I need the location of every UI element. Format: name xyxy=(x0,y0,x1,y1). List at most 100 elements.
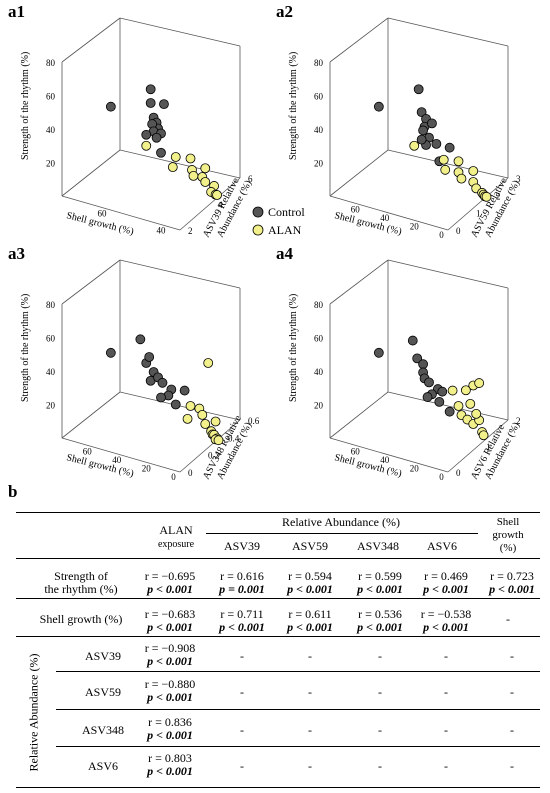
table-rule-2 xyxy=(16,636,540,637)
x-tick-label: 20 xyxy=(142,463,152,473)
panel-label-a3: a3 xyxy=(8,244,25,263)
row-ra-label: ASV348 xyxy=(81,723,124,737)
z-tick-label: 6 xyxy=(248,174,253,184)
y-tick-label: 60 xyxy=(46,92,56,102)
control-point xyxy=(412,353,423,364)
header-shell-line3: (%) xyxy=(499,542,517,554)
z-tick-label: 0.4 xyxy=(228,433,240,443)
ra-empty-cell: - xyxy=(444,685,448,699)
axis-top-back xyxy=(387,259,509,289)
alan-point xyxy=(210,416,221,427)
panel-label-b: b xyxy=(8,482,18,501)
alan-point xyxy=(447,385,458,396)
ra-empty-cell: - xyxy=(378,649,382,663)
axis-floor-right xyxy=(447,177,509,231)
control-point xyxy=(431,138,442,149)
x-tick-label: 40 xyxy=(112,455,122,465)
alan-point xyxy=(213,435,224,446)
x-tick-label: 60 xyxy=(98,209,108,219)
axis-floor-right xyxy=(179,419,241,473)
ra-empty-cell: - xyxy=(240,759,244,773)
ra-empty-cell: - xyxy=(444,759,448,773)
alan-point xyxy=(200,177,211,187)
ra-empty-cell: - xyxy=(240,685,244,699)
header-alan: ALAN exposure xyxy=(136,524,216,551)
alan-point xyxy=(167,162,178,173)
y-tick-label: 20 xyxy=(314,401,324,411)
alan-point xyxy=(481,191,492,202)
panel-label-a2: a2 xyxy=(276,2,293,21)
row-ra-label: ASV59 xyxy=(84,685,121,699)
ra-empty-cell: - xyxy=(308,649,312,663)
x-tick-label: 60 xyxy=(351,204,361,214)
x-tick-label: 40 xyxy=(157,226,167,236)
axis-floor-left xyxy=(61,391,121,439)
row-ra-label: ASV6 xyxy=(87,759,118,773)
x-tick-label: 40 xyxy=(380,213,390,223)
axis-floor-left xyxy=(329,391,389,439)
axis-floor-front xyxy=(61,437,181,473)
z-tick-label: 0 xyxy=(456,468,461,478)
ra-empty-cell: - xyxy=(510,759,514,773)
control-point xyxy=(105,101,116,112)
header-asv6: ASV6 xyxy=(426,539,457,553)
strength-cell: r = 0.723 p < 0.001 xyxy=(489,569,535,596)
header-alan-line2: exposure xyxy=(157,539,195,550)
panel-label-a4: a4 xyxy=(276,244,293,263)
control-point xyxy=(144,352,155,362)
axis-top-left xyxy=(61,17,121,63)
control-point xyxy=(416,134,427,145)
control-point xyxy=(422,392,433,402)
axis-floor-back xyxy=(387,149,509,179)
axis-floor-right xyxy=(447,419,509,473)
control-point xyxy=(444,406,455,417)
alan-point xyxy=(453,156,464,167)
y-tick-label: 60 xyxy=(46,334,56,344)
ra-empty-cell: - xyxy=(510,649,514,663)
y-tick-label: 40 xyxy=(46,125,56,135)
y-tick-label: 60 xyxy=(314,92,324,102)
control-point xyxy=(444,142,455,153)
header-asv59: ASV59 xyxy=(291,539,328,553)
axis-top-left xyxy=(329,259,389,305)
alan-point xyxy=(188,170,199,181)
axis-top-left xyxy=(329,17,389,63)
control-point xyxy=(427,118,437,129)
alan-point xyxy=(141,140,152,151)
alan-point xyxy=(197,409,208,420)
ra-alan-cell: r = −0.908 p < 0.001 xyxy=(144,641,196,668)
ra-empty-cell: - xyxy=(444,723,448,737)
z-tick-label: 4 xyxy=(218,200,223,210)
y-axis-label: Strength of the rhythm (%) xyxy=(20,294,31,402)
table-rule-top xyxy=(16,512,540,513)
table-rule-header xyxy=(16,558,540,559)
y-tick-label: 80 xyxy=(314,300,324,310)
ra-empty-cell: - xyxy=(240,723,244,737)
control-point xyxy=(159,99,169,109)
control-point xyxy=(145,98,156,108)
axis-top-back xyxy=(387,17,509,47)
z-tick-label: 1 xyxy=(486,442,491,452)
z-tick-label: 2 xyxy=(496,191,501,201)
alan-point xyxy=(170,152,181,162)
axis-top-back xyxy=(119,17,241,47)
ra-alan-cell: r = −0.880 p < 0.001 xyxy=(144,677,196,704)
row-strength-label: Strength of the rhythm (%) xyxy=(26,570,136,596)
y-tick-label: 80 xyxy=(46,58,56,68)
y-tick-label: 40 xyxy=(46,367,56,377)
alan-point xyxy=(460,385,471,396)
axis-floor-front xyxy=(61,195,181,231)
axis-floor-left xyxy=(61,149,121,197)
control-point xyxy=(156,392,166,403)
control-point xyxy=(170,399,181,410)
x-tick-label: 20 xyxy=(410,463,420,473)
alan-point xyxy=(465,398,476,409)
alan-point xyxy=(185,401,196,411)
table-rule-1 xyxy=(16,598,540,599)
control-point xyxy=(418,359,429,370)
alan-point xyxy=(438,154,449,165)
y-tick-label: 80 xyxy=(314,58,324,68)
scatter-panel-a4: 80 60 40 20 60 40 20 0 0 1 2 Strength of the rhythm… xyxy=(268,242,543,487)
x-tick-label: 60 xyxy=(351,446,361,456)
z-tick-label: 3 xyxy=(516,174,521,184)
